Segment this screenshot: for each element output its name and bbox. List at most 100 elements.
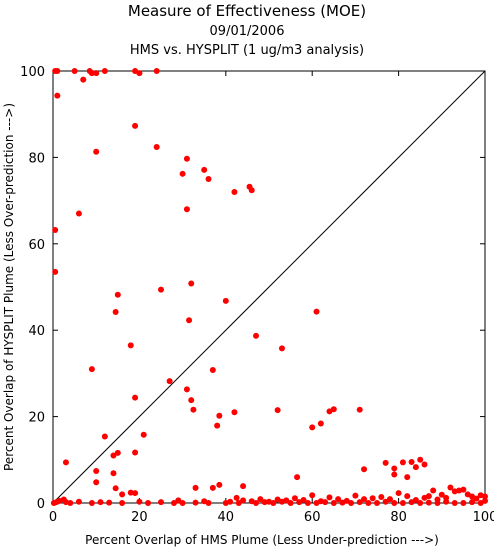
data-point (365, 500, 372, 506)
data-point (97, 499, 104, 506)
data-point (240, 497, 247, 504)
data-point (132, 394, 139, 401)
data-point (88, 500, 95, 506)
chart-title: Measure of Effectiveness (MOE) (128, 2, 366, 20)
data-point (317, 420, 324, 427)
data-point (235, 500, 242, 506)
data-point (209, 366, 216, 373)
data-point (417, 500, 424, 506)
data-point (330, 500, 337, 506)
data-point (192, 499, 199, 506)
x-tick-label: 0 (49, 510, 57, 525)
data-point (88, 70, 95, 77)
data-point (369, 495, 376, 502)
data-point (253, 332, 260, 339)
data-point (313, 500, 320, 506)
data-point (110, 452, 117, 459)
data-point (287, 500, 294, 506)
data-point (183, 386, 190, 393)
data-point (127, 489, 134, 496)
data-point (412, 464, 419, 471)
data-point (140, 431, 147, 438)
data-point (214, 422, 221, 429)
data-point (330, 406, 337, 413)
data-point (451, 500, 458, 506)
data-point (339, 499, 346, 506)
data-point (374, 500, 380, 506)
data-point (326, 494, 333, 501)
reference-line (52, 70, 486, 504)
data-point (231, 188, 238, 195)
data-point (54, 68, 61, 74)
data-point (313, 308, 320, 315)
data-point (274, 407, 281, 414)
y-axis-label: Percent Overlap of HYSPLIT Plume (Less O… (2, 103, 16, 471)
data-point (54, 92, 61, 99)
data-point (257, 496, 264, 503)
data-point (93, 468, 100, 475)
data-point (278, 345, 285, 352)
data-point (93, 70, 100, 77)
data-point (179, 170, 186, 177)
data-point (136, 70, 143, 77)
data-point (248, 187, 255, 194)
data-point (460, 486, 467, 493)
data-point (75, 498, 82, 505)
x-tick-label: 60 (304, 510, 321, 525)
data-point (101, 68, 108, 74)
data-point (278, 498, 285, 505)
data-point (166, 378, 173, 385)
data-point (352, 492, 359, 499)
data-point (216, 412, 223, 419)
data-point (425, 499, 432, 506)
data-point (304, 500, 311, 506)
data-point (93, 148, 100, 155)
data-point (132, 490, 139, 497)
data-point (395, 490, 402, 497)
data-point (382, 498, 389, 505)
y-tick-label: 20 (28, 411, 45, 426)
data-point (183, 155, 190, 162)
data-point (190, 406, 197, 413)
data-point (391, 500, 398, 506)
data-point (404, 493, 411, 500)
data-point (145, 500, 152, 506)
data-point (62, 459, 69, 466)
data-point (386, 496, 393, 503)
data-point (294, 474, 301, 481)
data-point (430, 487, 437, 494)
data-point (408, 458, 415, 465)
data-point (153, 68, 160, 74)
data-point (348, 500, 355, 506)
data-point (399, 500, 406, 506)
data-point (127, 342, 134, 349)
data-point (179, 500, 186, 506)
data-point (175, 497, 182, 504)
data-point (106, 499, 113, 506)
data-point (404, 474, 411, 481)
data-point (158, 286, 164, 293)
data-point (75, 210, 82, 217)
data-point (356, 499, 363, 506)
data-point (438, 491, 445, 498)
data-point (183, 206, 190, 213)
y-tick-label: 0 (37, 497, 45, 512)
data-point (158, 499, 164, 506)
data-point (261, 499, 268, 506)
data-point (309, 492, 316, 499)
data-points (50, 68, 488, 506)
data-point (231, 409, 238, 416)
x-axis-label: Percent Overlap of HMS Plume (Less Under… (85, 533, 439, 547)
data-point (361, 496, 368, 503)
x-ticks: 0 20 40 60 80 100 (49, 71, 494, 525)
data-point (382, 459, 389, 466)
data-point (296, 499, 303, 506)
y-tick-label: 80 (28, 151, 45, 166)
data-point (447, 484, 454, 491)
data-point (119, 491, 126, 498)
data-point (421, 461, 428, 468)
data-point (114, 291, 121, 298)
data-point (201, 166, 208, 173)
data-point (52, 268, 59, 275)
